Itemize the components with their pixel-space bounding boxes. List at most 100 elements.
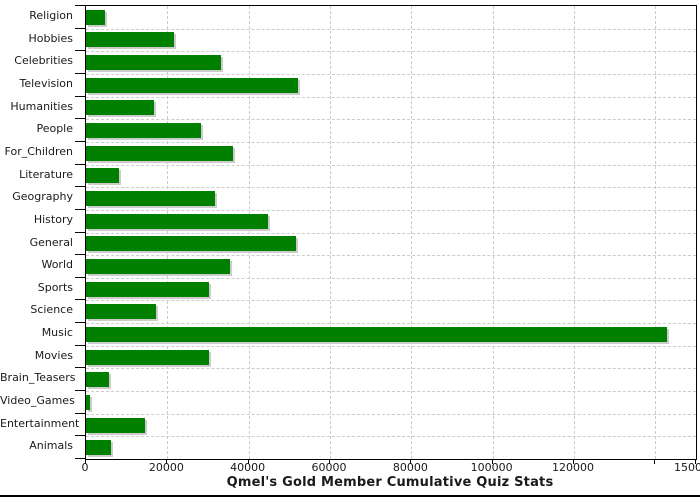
- horizontal-gridline: [86, 187, 696, 189]
- y-axis-tick: [75, 299, 85, 301]
- category-label: Sports: [37, 280, 73, 294]
- category-label: Television: [19, 76, 74, 90]
- category-label: History: [33, 212, 73, 226]
- bottom-border-line: [0, 495, 700, 497]
- horizontal-gridline: [86, 368, 696, 370]
- horizontal-gridline: [86, 345, 696, 347]
- category-label: Hobbies: [28, 31, 73, 45]
- horizontal-gridline: [86, 255, 696, 257]
- category-label: People: [36, 122, 73, 136]
- horizontal-gridline: [86, 73, 696, 75]
- y-axis-tick: [75, 50, 85, 52]
- horizontal-gridline: [86, 119, 696, 121]
- x-axis-tick: [410, 459, 412, 464]
- y-axis-tick: [75, 276, 85, 278]
- bar-general: [86, 236, 296, 252]
- y-axis-tick: [75, 435, 85, 437]
- category-label: Video_Games: [0, 394, 75, 408]
- bar-people: [86, 123, 202, 139]
- horizontal-gridline: [86, 209, 696, 211]
- horizontal-gridline: [86, 300, 696, 302]
- bar-hobbies: [86, 32, 174, 48]
- category-label: Geography: [12, 190, 73, 204]
- horizontal-gridline: [86, 323, 696, 325]
- category-label: Brain_Teasers: [0, 371, 76, 385]
- bar-world: [86, 258, 231, 274]
- y-axis-tick: [75, 208, 85, 210]
- x-axis-tick: [491, 459, 493, 464]
- x-axis-tick: [695, 459, 696, 464]
- plot-area: [85, 5, 697, 460]
- bar-movies: [86, 349, 210, 365]
- y-axis-tick: [75, 367, 85, 369]
- horizontal-gridline: [86, 28, 696, 30]
- bar-geography: [86, 191, 215, 207]
- category-label: Entertainment: [0, 416, 80, 430]
- x-axis-tick-label: 100000: [470, 461, 513, 474]
- horizontal-gridline: [86, 391, 696, 393]
- y-axis-tick: [75, 322, 85, 324]
- y-axis-tick: [75, 344, 85, 346]
- horizontal-gridline: [86, 51, 696, 53]
- bar-science: [86, 304, 156, 320]
- x-axis-tick-label: 60000: [311, 461, 347, 474]
- y-axis-tick: [75, 231, 85, 233]
- bar-entertainment: [86, 417, 146, 433]
- horizontal-gridline: [86, 436, 696, 438]
- horizontal-gridline: [86, 277, 696, 279]
- y-axis-tick: [75, 412, 85, 414]
- y-axis-tick: [75, 458, 85, 459]
- x-axis-tick: [166, 459, 168, 464]
- chart-title: Qmel's Gold Member Cumulative Quiz Stats: [226, 475, 554, 490]
- category-label: Music: [41, 326, 73, 340]
- category-label: Science: [30, 303, 73, 317]
- bar-music: [86, 326, 668, 342]
- y-axis-tick: [75, 186, 85, 188]
- x-axis-tick-label: 0: [81, 461, 89, 474]
- x-axis-tick-label: 20000: [148, 461, 184, 474]
- y-axis-tick: [75, 390, 85, 392]
- y-axis-tick: [75, 95, 85, 97]
- horizontal-gridline: [86, 141, 696, 143]
- bar-religion: [86, 9, 106, 25]
- x-axis-tick-label: 40000: [230, 461, 266, 474]
- x-axis-tick: [329, 459, 330, 464]
- category-label: Literature: [19, 167, 73, 181]
- bar-celebrities: [86, 55, 221, 71]
- horizontal-gridline: [86, 164, 696, 166]
- category-label: Movies: [34, 348, 73, 362]
- bar-video_games: [86, 394, 91, 410]
- y-axis-tick: [75, 163, 85, 165]
- bar-sports: [86, 281, 210, 297]
- bar-animals: [86, 440, 111, 456]
- y-axis-tick: [75, 5, 85, 6]
- y-axis-tick: [75, 72, 85, 74]
- bar-humanities: [86, 100, 154, 116]
- horizontal-gridline: [86, 96, 696, 98]
- category-label: World: [41, 258, 73, 272]
- category-label: General: [29, 235, 73, 249]
- y-axis-tick: [75, 254, 85, 256]
- bar-literature: [86, 168, 119, 184]
- category-label: For_Children: [4, 144, 73, 158]
- x-axis-tick-label: 80000: [392, 461, 428, 474]
- horizontal-gridline: [86, 413, 696, 415]
- category-label: Humanities: [10, 99, 73, 113]
- bar-brain_teasers: [86, 372, 110, 388]
- x-axis-tick: [85, 459, 86, 464]
- bar-for_children: [86, 145, 234, 161]
- x-axis-tick: [247, 459, 249, 464]
- bar-television: [86, 77, 299, 93]
- category-label: Religion: [29, 9, 73, 22]
- bar-history: [86, 213, 269, 229]
- y-axis-tick: [75, 27, 85, 29]
- y-axis-tick: [75, 140, 85, 142]
- horizontal-gridline: [86, 232, 696, 234]
- x-axis-tick: [654, 459, 656, 464]
- y-axis-tick: [75, 118, 85, 120]
- x-axis-tick: [573, 459, 574, 464]
- category-label: Celebrities: [14, 54, 73, 68]
- x-axis-tick-label: 150000: [674, 461, 700, 474]
- category-label: Animals: [29, 439, 73, 453]
